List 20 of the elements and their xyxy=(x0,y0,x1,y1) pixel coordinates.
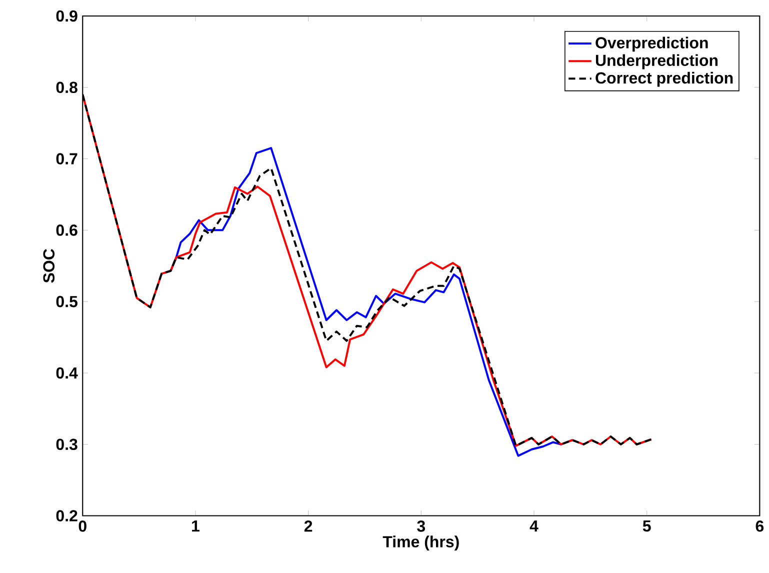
y-tick-label: 0.7 xyxy=(56,153,78,164)
y-axis-title: SOC xyxy=(43,248,55,283)
x-tick-label: 2 xyxy=(304,520,312,532)
y-tick-label: 0.8 xyxy=(56,82,78,94)
x-axis-title: Time (hrs) xyxy=(382,536,459,551)
x-tick-label: 1 xyxy=(192,520,200,532)
y-tick-label: 0.2 xyxy=(56,510,78,522)
y-tick-label: 0.3 xyxy=(56,438,78,450)
x-tick-label: 6 xyxy=(756,520,764,532)
x-tick-label: 3 xyxy=(417,520,426,532)
x-tick-label: 5 xyxy=(642,520,651,532)
legend-label: Underprediction xyxy=(596,54,718,70)
y-tick-label: 0.4 xyxy=(56,367,78,379)
legend-label: Correct prediction xyxy=(596,72,733,87)
y-tick-label: 0.9 xyxy=(56,10,78,22)
x-tick-label: 4 xyxy=(530,520,538,532)
y-tick-label: 0.5 xyxy=(56,296,78,308)
legend-label: Overprediction xyxy=(596,36,708,52)
y-tick-label: 0.6 xyxy=(56,224,78,236)
x-tick-label: 0 xyxy=(78,520,86,532)
